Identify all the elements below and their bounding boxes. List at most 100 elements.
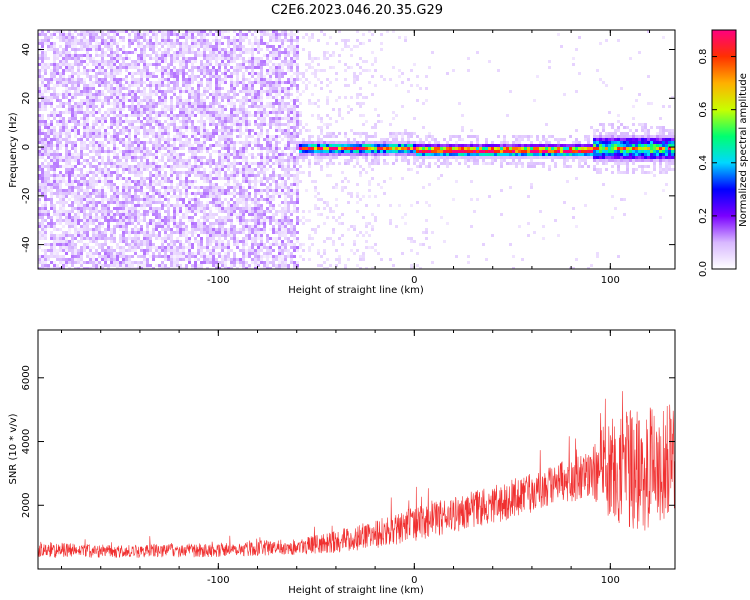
spectrogram-cell: [227, 36, 230, 39]
spectrogram-cell: [125, 30, 128, 33]
spectrogram-cell: [50, 225, 53, 228]
spectrogram-cell: [242, 267, 245, 269]
spectrogram-cell: [53, 180, 56, 183]
spectrogram-cell: [110, 102, 113, 105]
spectrogram-cell: [176, 267, 179, 269]
spectrogram-cell: [68, 261, 71, 264]
spectrogram-cell: [257, 258, 260, 261]
spectrogram-cell: [215, 222, 218, 225]
spectrogram-cell: [116, 147, 119, 150]
spectrogram-cell: [272, 162, 275, 165]
spectrogram-cell: [230, 174, 233, 177]
spectrogram-cell: [125, 192, 128, 195]
spectrogram-cell: [83, 54, 86, 57]
spectrogram-cell: [248, 186, 251, 189]
spectrogram-cell: [104, 261, 107, 264]
spectrogram-cell: [83, 135, 86, 138]
spectrogram-cell: [236, 240, 239, 243]
spectrogram-cell: [251, 57, 254, 60]
spectrogram-cell: [275, 93, 278, 96]
spectrogram-cell: [272, 111, 275, 114]
spectrogram-cell: [170, 69, 173, 72]
spectrogram-cell: [281, 165, 284, 168]
spectrogram-cell: [41, 216, 44, 219]
spectrogram-cell: [251, 216, 254, 219]
spectrogram-cell: [71, 126, 74, 129]
spectrogram-cell: [86, 93, 89, 96]
spectrogram-cell: [41, 150, 44, 153]
spectrogram-cell: [65, 138, 68, 141]
spectrogram-cell: [41, 171, 44, 174]
spectrogram-cell: [197, 165, 200, 168]
spectrogram-cell: [236, 228, 239, 231]
spectrogram-cell: [230, 39, 233, 42]
spectrogram-cell: [119, 66, 122, 69]
spectrogram-cell: [245, 168, 248, 171]
spectrogram-cell: [245, 198, 248, 201]
spectrogram-cell: [50, 141, 53, 144]
spectrogram-cell: [116, 102, 119, 105]
spectrogram-cell: [41, 45, 44, 48]
spectrogram-cell: [245, 147, 248, 150]
spectrogram-cell: [131, 216, 134, 219]
spectrogram-cell: [164, 258, 167, 261]
spectrogram-cell: [158, 102, 161, 105]
spectrogram-cell: [197, 249, 200, 252]
spectrogram-cell: [80, 111, 83, 114]
spectrogram-cell: [122, 144, 125, 147]
spectrogram-cell: [242, 174, 245, 177]
spectrogram-cell: [44, 219, 47, 222]
spectrogram-cell: [251, 33, 254, 36]
spectrogram-cell: [188, 102, 191, 105]
spectrogram-cell: [50, 111, 53, 114]
spectrogram-cell: [203, 102, 206, 105]
spectrogram-cell: [86, 216, 89, 219]
spectrogram-cell: [125, 198, 128, 201]
spectrogram-cell: [56, 48, 59, 51]
spectrogram-cell: [92, 246, 95, 249]
spectrogram-cell: [65, 102, 68, 105]
spectrogram-cell: [83, 132, 86, 135]
spectrogram-cell: [137, 63, 140, 66]
spectrogram-cell: [71, 234, 74, 237]
spectrogram-cell: [248, 63, 251, 66]
spectrogram-cell: [185, 216, 188, 219]
spectrogram-cell: [272, 120, 275, 123]
spectrogram-cell: [194, 267, 197, 269]
spectrogram-cell: [275, 240, 278, 243]
spectrogram-cell: [134, 165, 137, 168]
spectrogram-cell: [92, 84, 95, 87]
spectrogram-cell: [65, 222, 68, 225]
spectrogram-cell: [107, 36, 110, 39]
spectrogram-cell: [89, 165, 92, 168]
spectrogram-cell: [44, 183, 47, 186]
spectrogram-cell: [239, 102, 242, 105]
spectrogram-cell: [227, 57, 230, 60]
spectrogram-cell: [275, 78, 278, 81]
spectrogram-cell: [95, 39, 98, 42]
spectrogram-cell: [149, 195, 152, 198]
spectrogram-cell: [152, 255, 155, 258]
spectrogram-cell: [65, 153, 68, 156]
spectrogram-cell: [251, 69, 254, 72]
spectrogram-cell: [152, 36, 155, 39]
spectrogram-cell: [59, 213, 62, 216]
spectrogram-cell: [179, 129, 182, 132]
spectrogram-cell: [170, 120, 173, 123]
spectrogram-cell: [245, 126, 248, 129]
spectrogram-cell: [80, 105, 83, 108]
spectrogram-cell: [230, 210, 233, 213]
spectrogram-cell: [161, 261, 164, 264]
spectrogram-cell: [203, 51, 206, 54]
spectrogram-cell: [224, 81, 227, 84]
spectrogram-cell: [101, 162, 104, 165]
spectrogram-cell: [98, 108, 101, 111]
spectrogram-cell: [248, 192, 251, 195]
spectrogram-cell: [158, 123, 161, 126]
spectrogram-cell: [206, 267, 209, 269]
spectrogram-cell: [92, 174, 95, 177]
spectrogram-cell: [104, 174, 107, 177]
spectrogram-cell: [158, 48, 161, 51]
spectrogram-cell: [230, 126, 233, 129]
spectrogram-cell: [212, 69, 215, 72]
